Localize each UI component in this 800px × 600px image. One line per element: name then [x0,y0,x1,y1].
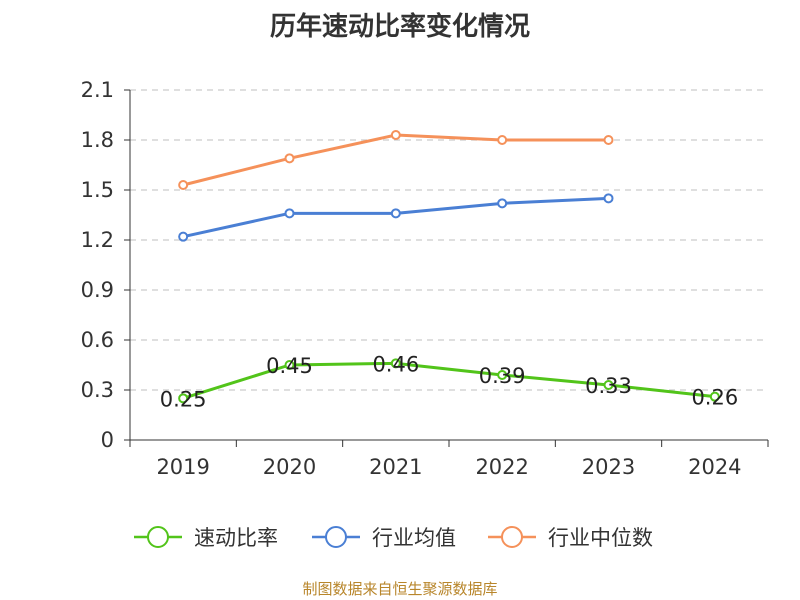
legend: 速动比率 行业均值 行业中位数 [134,526,653,550]
data-point [284,360,295,370]
data-labels: 0.25 0.45 0.46 0.39 0.33 0.26 [160,352,738,411]
data-label: 0.45 [266,354,313,378]
data-point [284,208,295,219]
data-point [390,130,401,140]
series-lines [178,130,720,404]
x-tick-label: 2023 [582,455,635,479]
grid-lines [130,89,768,391]
legend-marker-circle [147,526,169,548]
data-label: 0.39 [479,364,526,388]
data-point [178,393,189,404]
data-label: 0.26 [691,386,738,410]
data-point [178,180,189,190]
x-tick-label: 2022 [475,455,528,479]
series-line [182,133,609,187]
x-tick-label: 2024 [688,455,741,479]
data-point [709,391,720,402]
source-note: 制图数据来自恒生聚源数据库 [302,580,498,598]
y-tick-label: 0 [101,428,114,452]
legend-marker-circle [325,526,347,548]
y-tick-label: 2.1 [81,78,114,102]
data-point [390,208,401,219]
data-label: 0.46 [372,352,419,376]
y-tick-label: 0.9 [81,278,114,302]
data-point [284,153,295,164]
x-tick-label: 2019 [156,455,209,479]
series-line [182,361,715,400]
data-label: 0.33 [585,374,632,398]
data-point [497,370,508,380]
y-tick-label: 1.5 [81,178,114,202]
x-tick-label: 2020 [263,455,316,479]
data-point [497,135,508,145]
y-tick-label: 1.8 [81,128,114,152]
y-tick-label: 1.2 [81,228,114,252]
data-point [390,358,401,369]
legend-label: 行业均值 [372,526,456,550]
legend-label: 行业中位数 [548,526,653,550]
data-label: 0.25 [160,387,207,411]
legend-label: 速动比率 [194,526,278,550]
chart-title: 历年速动比率变化情况 [269,12,530,42]
axes: 0 0.3 0.6 0.9 1.2 1.5 1.8 2.1 2019 2020 2021 2022 20… [81,78,769,479]
data-point [497,198,508,209]
y-tick-label: 0.6 [81,328,114,352]
data-point [178,231,189,242]
legend-marker-circle [501,526,523,548]
data-point [603,193,614,204]
data-point [603,380,614,390]
x-tick-label: 2021 [369,455,422,479]
y-tick-label: 0.3 [81,378,114,402]
data-point [603,135,614,145]
